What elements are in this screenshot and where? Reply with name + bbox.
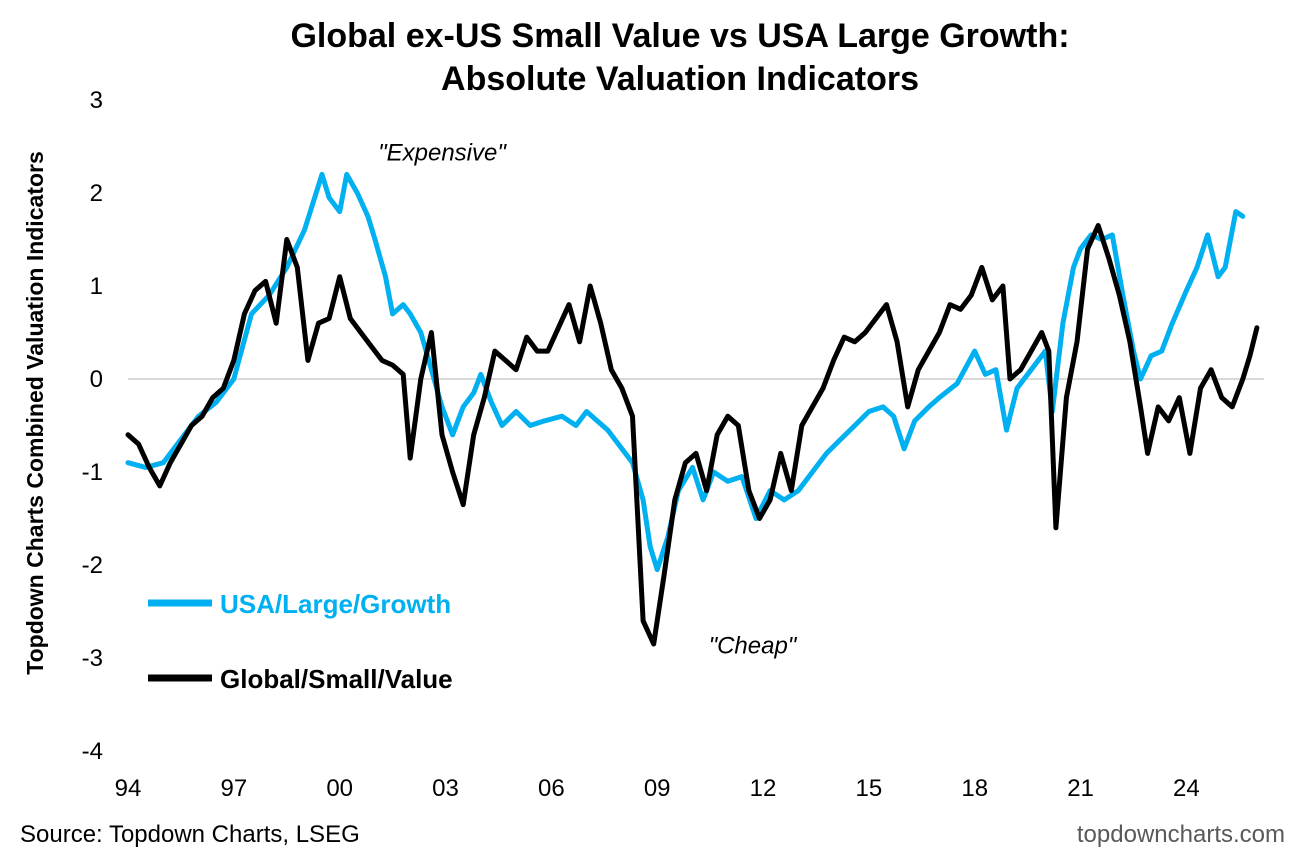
chart-title-line2: Absolute Valuation Indicators xyxy=(441,60,919,98)
y-tick-label: -4 xyxy=(82,738,103,765)
x-tick-label: 97 xyxy=(220,775,247,802)
chart-title-line1: Global ex-US Small Value vs USA Large Gr… xyxy=(290,17,1069,55)
y-tick-label: 1 xyxy=(90,273,103,300)
x-tick-label: 18 xyxy=(961,775,988,802)
x-tick-label: 09 xyxy=(644,775,671,802)
x-tick-label: 06 xyxy=(538,775,565,802)
y-tick-label: 0 xyxy=(90,366,103,393)
y-tick-label: 2 xyxy=(90,180,103,207)
x-tick-label: 12 xyxy=(750,775,777,802)
series-lines xyxy=(125,171,1260,647)
y-tick-label: -1 xyxy=(82,459,103,486)
website-credit: topdowncharts.com xyxy=(1077,821,1285,848)
series-line-global-small-value xyxy=(125,223,1260,647)
series-line-usa-large-growth xyxy=(125,171,1246,573)
annotation-expensive: "Expensive" xyxy=(378,139,507,166)
x-tick-label: 24 xyxy=(1173,775,1200,802)
x-tick-label: 15 xyxy=(856,775,883,802)
x-tick-labels: 94 97 00 03 06 09 12 15 18 21 24 xyxy=(115,775,1200,802)
x-tick-label: 94 xyxy=(115,775,142,802)
legend-label-usa: USA/Large/Growth xyxy=(220,589,451,619)
y-axis-label: Topdown Charts Combined Valuation Indica… xyxy=(22,151,48,675)
y-tick-label: -3 xyxy=(82,645,103,672)
y-tick-labels: 3 2 1 0 -1 -2 -3 -4 xyxy=(82,87,103,765)
legend: USA/Large/Growth Global/Small/Value xyxy=(148,589,453,694)
y-tick-label: 3 xyxy=(90,87,103,114)
source-note: Source: Topdown Charts, LSEG xyxy=(20,821,360,848)
x-tick-label: 21 xyxy=(1067,775,1094,802)
annotation-cheap: "Cheap" xyxy=(709,632,798,659)
legend-label-global: Global/Small/Value xyxy=(220,664,453,694)
y-tick-label: -2 xyxy=(82,552,103,579)
annotations: "Expensive" "Cheap" xyxy=(378,139,798,659)
x-tick-label: 00 xyxy=(326,775,353,802)
x-tick-label: 03 xyxy=(432,775,459,802)
